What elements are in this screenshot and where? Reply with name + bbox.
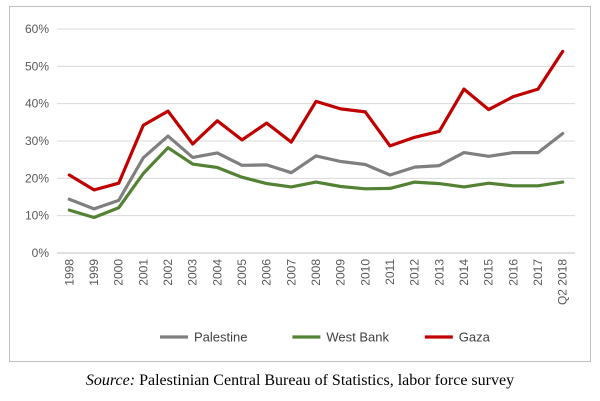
x-tick-label: 2011 <box>383 259 397 285</box>
x-axis-ticks: 1998 1999 2000 2001 2002 2003 2004 2005 2006 2007… <box>62 259 569 305</box>
y-tick-label: 50% <box>25 59 49 73</box>
x-tick-label: 2015 <box>482 259 496 286</box>
y-tick-label: 10% <box>25 209 49 223</box>
series-line-palestine <box>67 131 565 211</box>
x-tick-label: Q2 2018 <box>556 259 570 305</box>
series-lines <box>67 49 565 220</box>
line-chart: 0% 10% 20% 30% 40% 50% 60% 1998 1999 2000 2001 200… <box>25 22 575 345</box>
x-tick-label: 2003 <box>186 259 200 286</box>
series-line-west-bank <box>67 146 565 220</box>
source-label: Source: <box>85 372 136 389</box>
x-tick-label: 2010 <box>358 259 372 286</box>
x-tick-label: 1999 <box>87 259 101 286</box>
x-tick-label: 2012 <box>408 259 422 286</box>
y-tick-label: 0% <box>32 246 50 260</box>
legend-label-gaza: Gaza <box>459 330 491 345</box>
x-tick-label: 2002 <box>161 259 175 286</box>
series-line-gaza <box>67 49 565 192</box>
y-tick-label: 30% <box>25 134 49 148</box>
x-tick-label: 2008 <box>309 259 323 286</box>
x-tick-label: 2014 <box>457 259 471 286</box>
x-tick-label: 2000 <box>112 259 126 286</box>
x-tick-label: 2001 <box>136 259 150 286</box>
y-tick-label: 60% <box>25 22 49 36</box>
legend-label-palestine: Palestine <box>194 330 247 345</box>
source-text: Palestinian Central Bureau of Statistics… <box>135 372 515 389</box>
x-tick-label: 2005 <box>235 259 249 286</box>
x-tick-label: 1998 <box>62 259 76 286</box>
x-tick-label: 2016 <box>506 259 520 286</box>
x-tick-label: 2007 <box>284 259 298 286</box>
y-tick-label: 40% <box>25 97 49 111</box>
source-caption: Source: Palestinian Central Bureau of St… <box>0 372 600 390</box>
chart-area: 0% 10% 20% 30% 40% 50% 60% 1998 1999 2000 2001 200… <box>9 6 591 362</box>
y-axis-ticks: 0% 10% 20% 30% 40% 50% 60% <box>25 22 49 260</box>
x-tick-label: 2009 <box>334 259 348 286</box>
x-tick-label: 2006 <box>260 259 274 286</box>
x-tick-label: 2004 <box>210 259 224 286</box>
gridlines <box>57 28 575 254</box>
x-tick-label: 2017 <box>531 259 545 286</box>
legend: Palestine West Bank Gaza <box>160 330 491 345</box>
x-tick-label: 2013 <box>432 259 446 286</box>
y-tick-label: 20% <box>25 171 49 185</box>
legend-label-west-bank: West Bank <box>326 330 389 345</box>
